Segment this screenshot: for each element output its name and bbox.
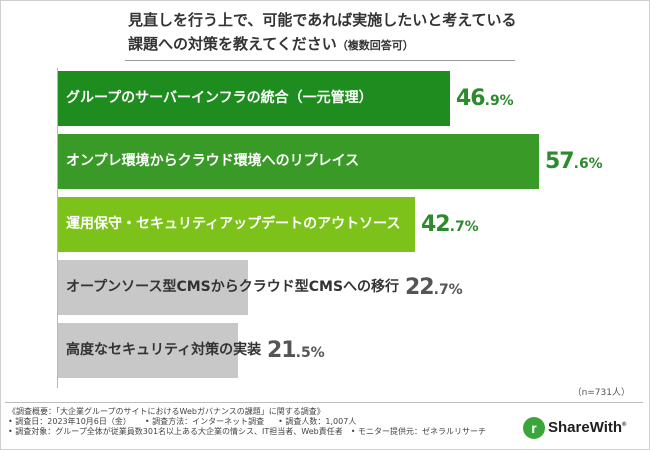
title-underline (125, 60, 515, 61)
title-line-2-main: 課題への対策を教えてください (128, 35, 337, 53)
bar-label-5: 高度なセキュリティ対策の実装 (66, 342, 262, 358)
bar-value-3: 42.7% (421, 212, 479, 237)
sample-size-label: （n=731人） (572, 388, 630, 398)
footnote-survey-details: • 調査日：2023年10月6日（金） • 調査方法：インターネット調査 • 調査人… (8, 417, 523, 427)
category-axis-line (57, 68, 58, 388)
footnote-survey-target: • 調査対象：グループ全体が従業員数301名以上ある大企業の情シス、IT担当者、… (8, 427, 486, 436)
bar-label-2: オンプレ環境からクラウド環境へのリプレイス (66, 153, 360, 169)
title-line-2: 課題への対策を教えてください（複数回答可） (128, 32, 517, 58)
footnote-survey-title: 《調査概要：「大企業グループのサイトにおけるWebガバナンスの課題」に関する調査… (8, 407, 325, 416)
title-note: （複数回答可） (336, 39, 414, 52)
bar-label-3: 運用保守・セキュリティアップデートのアウトソース (66, 216, 401, 232)
bar-value-5: 21.5% (267, 338, 325, 363)
bar-3 (58, 197, 415, 252)
bar-label-4: オープンソース型CMSからクラウド型CMSへの移行 (66, 279, 400, 295)
footnote-survey-date: • 調査日：2023年10月6日（金） (8, 417, 131, 426)
svg-text:r: r (531, 420, 537, 436)
bar-value-4: 22.7% (405, 275, 463, 300)
sharewith-logo-icon: r (523, 417, 545, 439)
chart-title: 見直しを行う上で、可能であれば実施したいと考えている 課題への対策を教えてくださ… (128, 8, 517, 58)
footnote-survey-method: • 調査方法：インターネット調査 (144, 417, 265, 426)
sharewith-logo: r ShareWith® (522, 416, 642, 442)
bar-value-1: 46.9% (456, 86, 514, 111)
survey-footnotes: 《調査概要：「大企業グループのサイトにおけるWebガバナンスの課題」に関する調査… (8, 407, 523, 437)
bar-5 (58, 323, 238, 378)
footnote-survey-count: • 調査人数：1,007人 (278, 417, 357, 426)
bar-label-1: グループのサーバーインフラの統合（一元管理） (66, 90, 373, 106)
bar-1 (58, 71, 450, 126)
bar-value-2: 57.6% (545, 149, 603, 174)
title-line-1: 見直しを行う上で、可能であれば実施したいと考えている (128, 11, 517, 29)
bar-4 (58, 260, 248, 315)
bar-2 (58, 134, 539, 189)
footer-divider (5, 402, 643, 403)
sharewith-logo-text: ShareWith® (548, 419, 627, 436)
